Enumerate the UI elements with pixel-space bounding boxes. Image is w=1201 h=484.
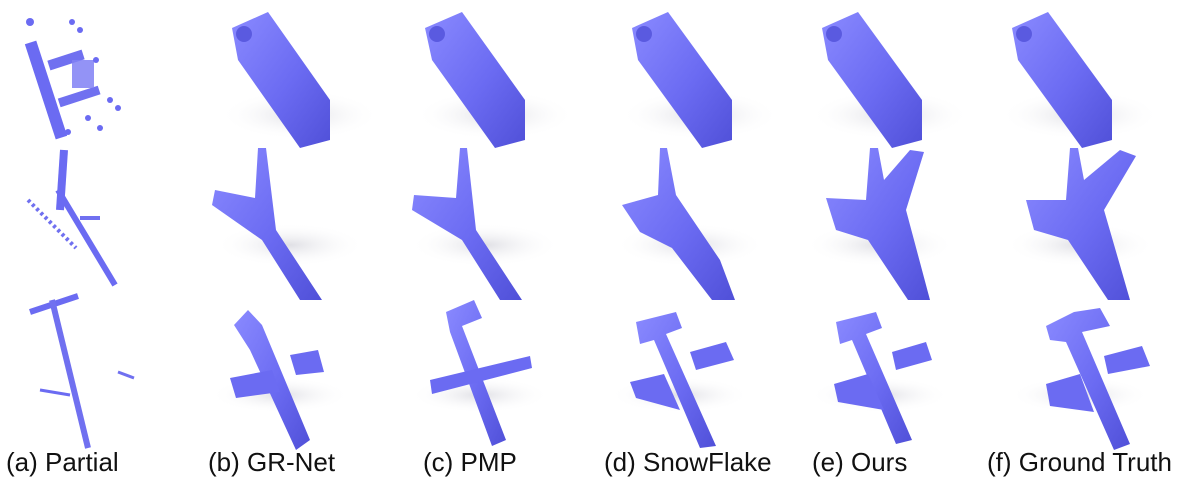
caption-ground-truth: (f) Ground Truth bbox=[987, 447, 1172, 477]
cell-plane-wide-partial bbox=[26, 149, 118, 287]
cell-plane-long-ours bbox=[810, 312, 950, 444]
cell-car-pmp bbox=[415, 12, 575, 148]
cell-car-ours bbox=[810, 12, 970, 148]
row-plane-long bbox=[29, 293, 1150, 450]
cell-plane-long-gt bbox=[1010, 308, 1150, 450]
cell-car-snowflake bbox=[620, 12, 780, 148]
cell-car-partial bbox=[24, 18, 121, 140]
cell-plane-long-grnet bbox=[210, 310, 350, 450]
cell-plane-long-partial bbox=[29, 293, 135, 449]
caption-pmp: (c) PMP bbox=[423, 447, 517, 477]
caption-partial: (a) Partial bbox=[6, 447, 119, 477]
cell-plane-wide-snowflake bbox=[615, 148, 765, 300]
caption-grnet: (b) GR-Net bbox=[208, 447, 336, 477]
cell-plane-wide-ours bbox=[805, 148, 955, 300]
cell-plane-wide-grnet bbox=[212, 148, 365, 300]
cell-plane-long-snowflake bbox=[610, 312, 750, 448]
cell-car-grnet bbox=[220, 12, 380, 148]
row-plane-wide bbox=[26, 148, 1155, 300]
cell-plane-wide-gt bbox=[1005, 148, 1155, 300]
cell-plane-long-pmp bbox=[410, 300, 550, 446]
cell-car-gt bbox=[1000, 12, 1160, 148]
caption-ours: (e) Ours bbox=[812, 447, 908, 477]
row-car bbox=[24, 12, 1160, 148]
caption-snowflake: (d) SnowFlake bbox=[604, 447, 772, 477]
cell-plane-wide-pmp bbox=[410, 148, 560, 300]
